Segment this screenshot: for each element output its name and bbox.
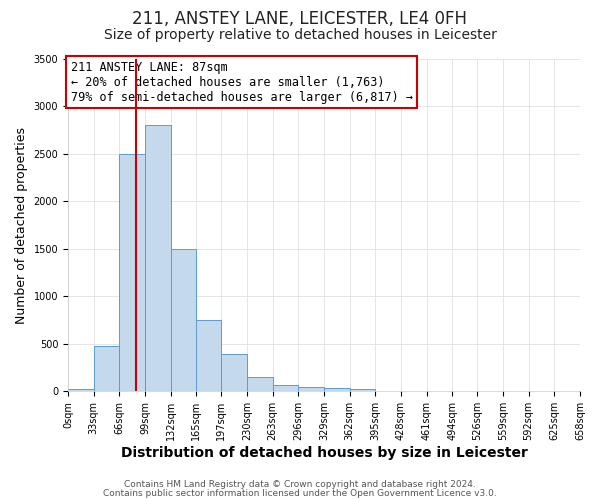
Text: 211, ANSTEY LANE, LEICESTER, LE4 0FH: 211, ANSTEY LANE, LEICESTER, LE4 0FH (133, 10, 467, 28)
Text: Contains HM Land Registry data © Crown copyright and database right 2024.: Contains HM Land Registry data © Crown c… (124, 480, 476, 489)
Bar (171, 249, 196, 392)
Bar (94, 346, 119, 392)
Bar (272, 384, 298, 392)
Bar (324, 388, 350, 392)
Bar (145, 126, 171, 392)
Bar (247, 377, 272, 392)
Text: 211 ANSTEY LANE: 87sqm
← 20% of detached houses are smaller (1,763)
79% of semi-: 211 ANSTEY LANE: 87sqm ← 20% of detached… (71, 60, 413, 104)
Text: Size of property relative to detached houses in Leicester: Size of property relative to detached ho… (104, 28, 496, 42)
Bar (350, 389, 376, 392)
Bar (68, 390, 94, 392)
Bar (298, 386, 324, 392)
Bar (196, 320, 221, 392)
Y-axis label: Number of detached properties: Number of detached properties (15, 126, 28, 324)
Bar (221, 354, 247, 392)
Bar (119, 154, 145, 392)
X-axis label: Distribution of detached houses by size in Leicester: Distribution of detached houses by size … (121, 446, 527, 460)
Text: Contains public sector information licensed under the Open Government Licence v3: Contains public sector information licen… (103, 489, 497, 498)
